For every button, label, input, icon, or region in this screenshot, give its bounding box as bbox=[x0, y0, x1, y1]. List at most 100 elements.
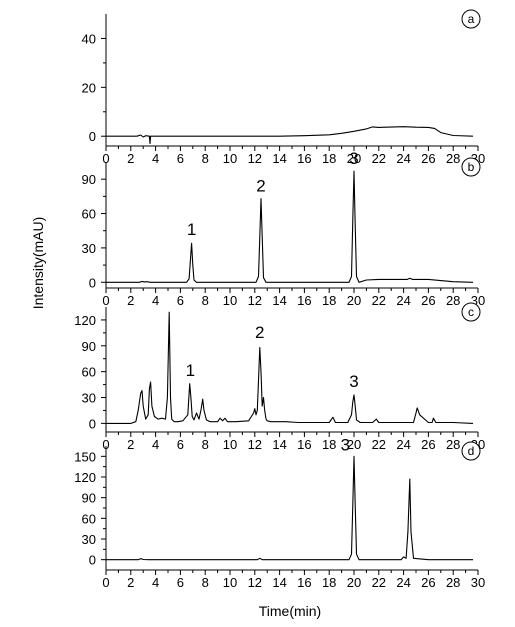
x-tick-label-d-6: 6 bbox=[177, 575, 184, 590]
y-tick-label-d-120: 120 bbox=[74, 470, 96, 485]
x-tick-label-a-12: 12 bbox=[248, 151, 262, 166]
x-tick-label-d-0: 0 bbox=[102, 575, 109, 590]
y-tick-label-d-30: 30 bbox=[82, 532, 96, 547]
x-tick-label-d-24: 24 bbox=[396, 575, 410, 590]
y-tick-label-b-90: 90 bbox=[82, 172, 96, 187]
y-tick-label-a-40: 40 bbox=[82, 31, 96, 46]
y-tick-label-c-60: 60 bbox=[82, 365, 96, 380]
x-tick-label-a-8: 8 bbox=[202, 151, 209, 166]
panel-badge-circle-d bbox=[461, 441, 481, 461]
x-tick-label-d-22: 22 bbox=[372, 575, 386, 590]
x-tick-label-b-28: 28 bbox=[446, 293, 460, 308]
y-tick-label-d-150: 150 bbox=[74, 449, 96, 464]
x-tick-label-c-16: 16 bbox=[297, 437, 311, 452]
x-tick-label-b-4: 4 bbox=[152, 293, 159, 308]
y-axis-label: Intensity(mAU) bbox=[30, 217, 46, 310]
x-tick-label-d-26: 26 bbox=[421, 575, 435, 590]
x-tick-label-a-2: 2 bbox=[127, 151, 134, 166]
x-tick-label-b-8: 8 bbox=[202, 293, 209, 308]
x-tick-label-c-12: 12 bbox=[248, 437, 262, 452]
x-tick-label-a-20: 20 bbox=[347, 151, 361, 166]
y-tick-label-b-60: 60 bbox=[82, 207, 96, 222]
y-tick-label-a-20: 20 bbox=[82, 80, 96, 95]
x-tick-label-c-4: 4 bbox=[152, 437, 159, 452]
y-tick-label-b-30: 30 bbox=[82, 241, 96, 256]
x-tick-label-d-10: 10 bbox=[223, 575, 237, 590]
y-tick-label-d-60: 60 bbox=[82, 511, 96, 526]
series-line-d-0 bbox=[106, 455, 473, 561]
peak-label-c-2: 2 bbox=[255, 323, 264, 342]
x-tick-label-b-20: 20 bbox=[347, 293, 361, 308]
panel-c: 0 2 4 6 8 10 12 14 16 18 20 22 24 26 28 300306090120123… bbox=[74, 302, 485, 452]
x-tick-label-c-28: 28 bbox=[446, 437, 460, 452]
y-tick-label-c-90: 90 bbox=[82, 339, 96, 354]
x-tick-label-b-26: 26 bbox=[421, 293, 435, 308]
y-tick-label-b-0: 0 bbox=[89, 275, 96, 290]
x-axis-label: Time(min) bbox=[259, 603, 321, 619]
x-tick-label-a-26: 26 bbox=[421, 151, 435, 166]
panel-badge-circle-a bbox=[461, 9, 481, 29]
x-tick-label-a-22: 22 bbox=[372, 151, 386, 166]
y-tick-label-c-30: 30 bbox=[82, 391, 96, 406]
x-tick-label-c-20: 20 bbox=[347, 437, 361, 452]
x-tick-label-b-10: 10 bbox=[223, 293, 237, 308]
x-tick-label-a-24: 24 bbox=[396, 151, 410, 166]
x-tick-label-d-2: 2 bbox=[127, 575, 134, 590]
x-tick-label-c-6: 6 bbox=[177, 437, 184, 452]
panel-badge-label-a: a bbox=[468, 12, 475, 26]
panel-badge-circle-b bbox=[461, 157, 481, 177]
x-tick-label-b-14: 14 bbox=[272, 293, 286, 308]
peak-label-b-1: 1 bbox=[187, 220, 196, 239]
x-tick-label-a-14: 14 bbox=[272, 151, 286, 166]
panel-badge-label-b: b bbox=[468, 160, 475, 174]
x-tick-label-a-10: 10 bbox=[223, 151, 237, 166]
x-tick-label-b-24: 24 bbox=[396, 293, 410, 308]
x-tick-label-a-28: 28 bbox=[446, 151, 460, 166]
panel-badge-circle-c bbox=[461, 302, 481, 322]
peak-label-c-3: 3 bbox=[349, 372, 358, 391]
peak-label-c-1: 1 bbox=[186, 361, 195, 380]
x-tick-label-b-16: 16 bbox=[297, 293, 311, 308]
y-tick-label-d-90: 90 bbox=[82, 491, 96, 506]
x-tick-label-b-12: 12 bbox=[248, 293, 262, 308]
series-line-a-0 bbox=[106, 126, 474, 145]
peak-label-b-3: 3 bbox=[349, 149, 358, 168]
x-tick-label-b-22: 22 bbox=[372, 293, 386, 308]
x-tick-label-d-8: 8 bbox=[202, 575, 209, 590]
x-tick-label-c-14: 14 bbox=[272, 437, 286, 452]
x-tick-label-d-16: 16 bbox=[297, 575, 311, 590]
panel-badge-label-c: c bbox=[468, 305, 474, 319]
y-tick-label-c-0: 0 bbox=[89, 416, 96, 431]
x-tick-label-c-18: 18 bbox=[322, 437, 336, 452]
x-tick-label-d-18: 18 bbox=[322, 575, 336, 590]
x-tick-label-b-6: 6 bbox=[177, 293, 184, 308]
x-tick-label-c-8: 8 bbox=[202, 437, 209, 452]
x-tick-label-b-2: 2 bbox=[127, 293, 134, 308]
x-tick-label-a-18: 18 bbox=[322, 151, 336, 166]
series-line-b-0 bbox=[106, 170, 474, 283]
panel-d: 0 2 4 6 8 10 12 14 16 18 20 22 24 26 28 300306090120150… bbox=[74, 435, 485, 590]
x-tick-label-d-30: 30 bbox=[471, 575, 485, 590]
x-tick-label-a-0: 0 bbox=[102, 151, 109, 166]
peak-label-d-3: 3 bbox=[341, 435, 350, 454]
series-line-c-0 bbox=[106, 311, 474, 424]
peak-label-b-2: 2 bbox=[256, 177, 265, 196]
x-tick-label-a-6: 6 bbox=[177, 151, 184, 166]
x-tick-label-d-12: 12 bbox=[248, 575, 262, 590]
panel-badge-label-d: d bbox=[468, 444, 475, 458]
x-tick-label-c-0: 0 bbox=[102, 437, 109, 452]
x-tick-label-c-24: 24 bbox=[396, 437, 410, 452]
x-tick-label-d-20: 20 bbox=[347, 575, 361, 590]
x-tick-label-a-16: 16 bbox=[297, 151, 311, 166]
x-tick-label-d-28: 28 bbox=[446, 575, 460, 590]
x-tick-label-c-2: 2 bbox=[127, 437, 134, 452]
x-tick-label-c-10: 10 bbox=[223, 437, 237, 452]
y-tick-label-d-0: 0 bbox=[89, 553, 96, 568]
x-tick-label-b-0: 0 bbox=[102, 293, 109, 308]
x-tick-label-d-4: 4 bbox=[152, 575, 159, 590]
x-tick-label-a-4: 4 bbox=[152, 151, 159, 166]
